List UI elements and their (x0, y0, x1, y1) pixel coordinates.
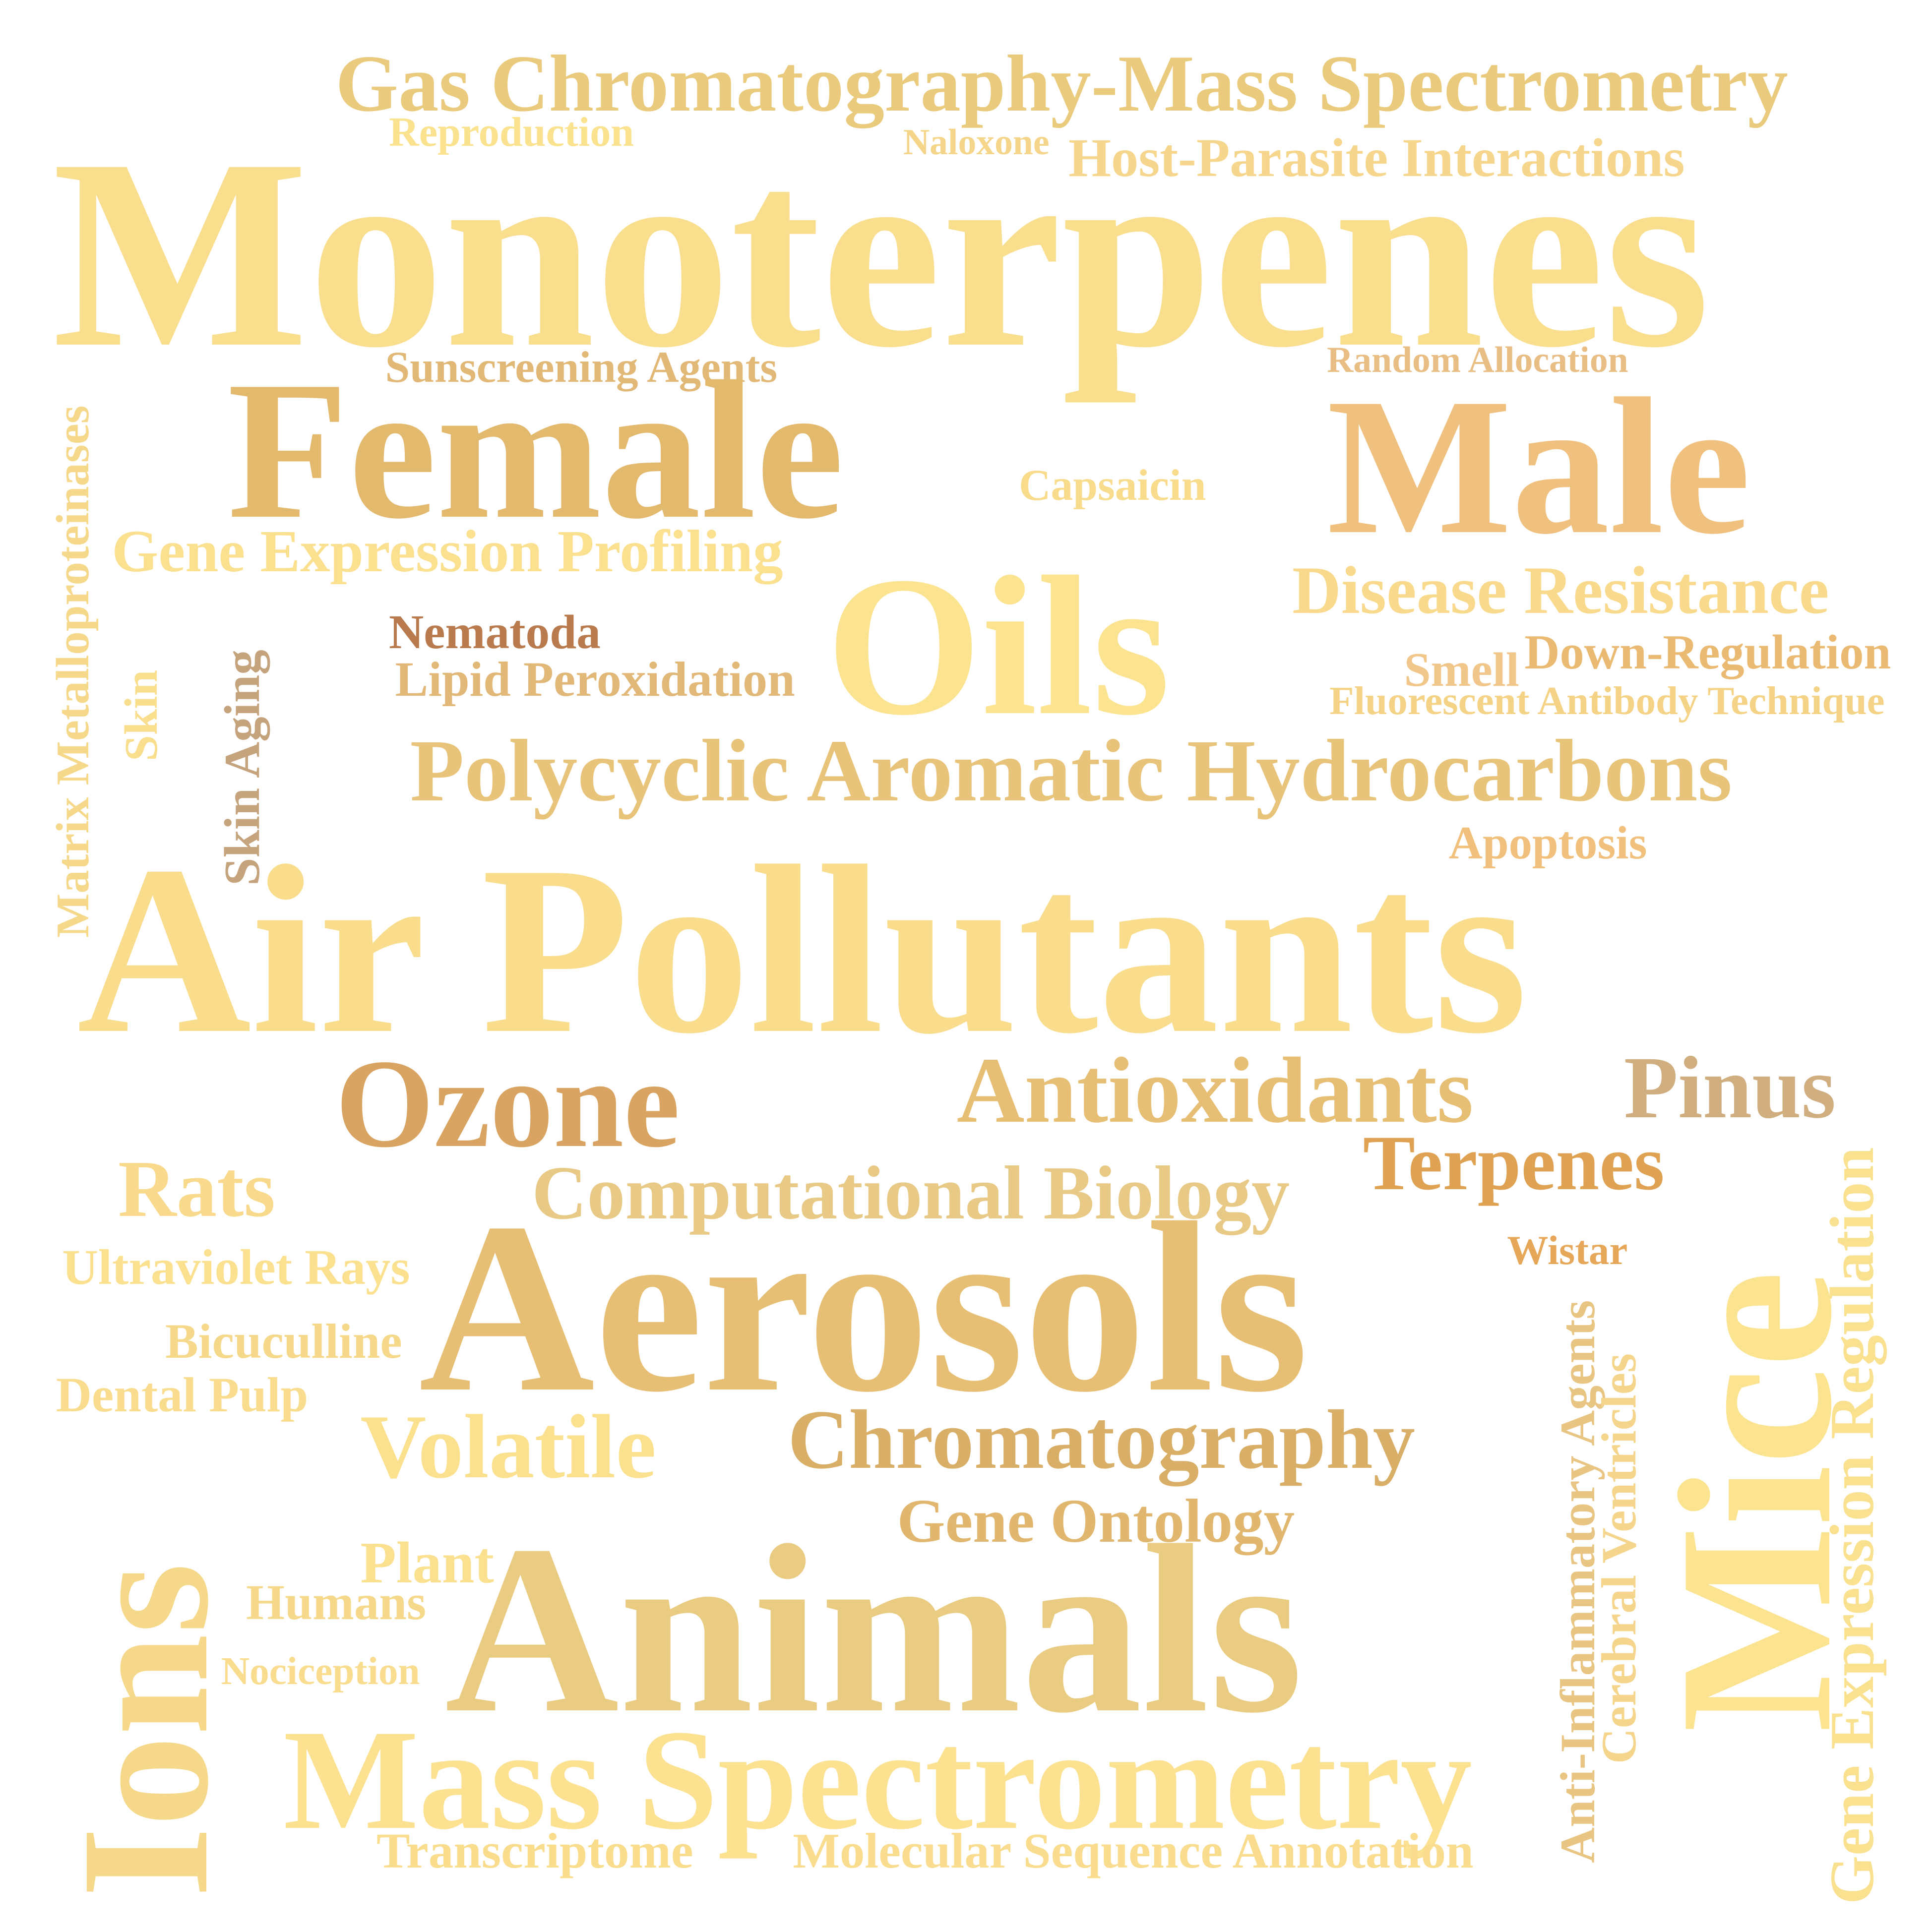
word-dental-pulp: Dental Pulp (56, 1367, 309, 1422)
word-naloxone: Naloxone (903, 121, 1050, 163)
word-transcriptome: Transcriptome (376, 1823, 693, 1879)
word-molecular-sequence-annotation: Molecular Sequence Annotation (793, 1823, 1474, 1879)
word-pinus: Pinus (1623, 1038, 1836, 1137)
word-bicuculline: Bicuculline (165, 1314, 402, 1369)
word-aerosols: Aerosols (419, 1173, 1309, 1443)
word-gene-expression-regulation: Gene Expression Regulation (1818, 1147, 1887, 1904)
word-reproduction: Reproduction (389, 109, 634, 156)
word-oils: Oils (826, 536, 1170, 757)
word-nematoda: Nematoda (389, 605, 601, 660)
word-cerebral-ventricles: Cerebral Ventricles (1591, 1353, 1646, 1764)
word-chromatography: Chromatography (788, 1392, 1415, 1486)
word-monoterpenes: Monoterpenes (52, 103, 1710, 404)
word-sunscreening-agents: Sunscreening Agents (385, 343, 778, 392)
word-rats: Rats (118, 1144, 275, 1234)
word-ions: Ions (43, 1563, 246, 1898)
word-down-regulation: Down-Regulation (1524, 625, 1891, 680)
word-apoptosis: Apoptosis (1448, 817, 1647, 869)
word-mass-spectrometry: Mass Spectrometry (283, 1700, 1472, 1860)
word-ozone: Ozone (335, 1034, 680, 1174)
word-air-pollutants: Air Pollutants (77, 816, 1528, 1084)
word-antioxidants: Antioxidants (956, 1038, 1474, 1143)
word-volatile: Volatile (360, 1396, 656, 1498)
word-disease-resistance: Disease Resistance (1292, 552, 1829, 628)
word-lipid-peroxidation: Lipid Peroxidation (395, 652, 795, 707)
word-polycyclic-aromatic-hydrocarbons: Polycyclic Aromatic Hydrocarbons (410, 722, 1733, 820)
word-terpenes: Terpenes (1363, 1119, 1665, 1207)
word-gas-chromatography-mass-spectrometry: Gas Chromatography-Mass Spectrometry (335, 39, 1788, 128)
word-gene-ontology: Gene Ontology (897, 1487, 1295, 1556)
word-ultraviolet-rays: Ultraviolet Rays (62, 1239, 410, 1295)
word-random-allocation: Random Allocation (1327, 339, 1628, 380)
word-smell: Smell (1404, 643, 1519, 697)
word-plant: Plant (360, 1530, 494, 1596)
word-wistar: Wistar (1507, 1227, 1628, 1273)
word-female: Female (227, 340, 844, 560)
word-computational-biology: Computational Biology (532, 1151, 1290, 1236)
word-skin: Skin (115, 670, 167, 762)
word-gene-expression-profiling: Gene Expression Profiling (112, 518, 783, 585)
word-animals: Animals (444, 1496, 1304, 1763)
word-nociception: Nociception (221, 1649, 420, 1693)
word-fluorescent-antibody-technique: Fluorescent Antibody Technique (1329, 678, 1885, 723)
word-humans: Humans (246, 1574, 427, 1630)
word-male: Male (1327, 358, 1751, 575)
word-host-parasite-interactions: Host-Parasite Interactions (1068, 127, 1685, 188)
word-capsaicin: Capsaicin (1018, 461, 1206, 510)
